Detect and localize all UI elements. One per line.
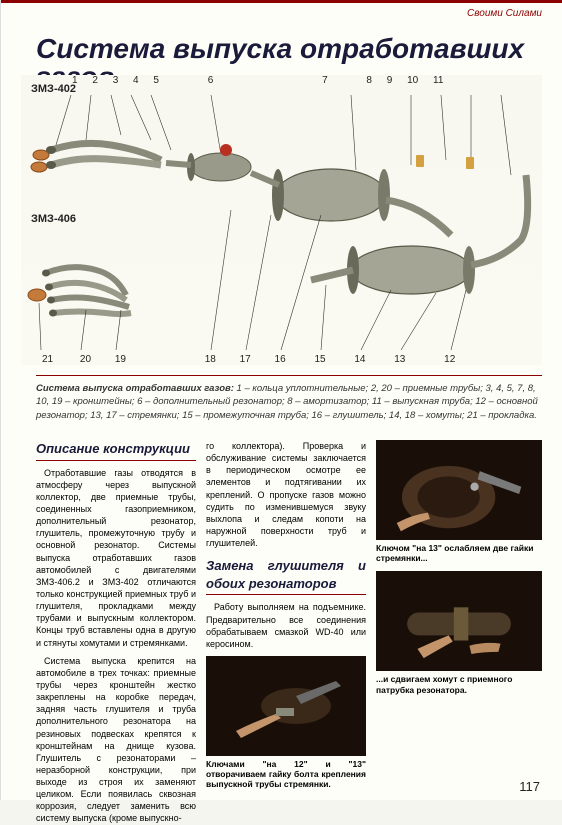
callout-16: 16 <box>275 354 286 365</box>
photo-1: 1 <box>206 656 366 756</box>
top-rule <box>1 0 562 3</box>
desc-para-2: Система выпуска крепится на автомобиле в… <box>36 655 196 825</box>
legend-title: Система выпуска отработавших газов: <box>36 383 234 394</box>
magazine-name: Своими Силами <box>467 8 542 19</box>
callout-12: 12 <box>444 354 455 365</box>
photo-3: 3 <box>376 571 542 671</box>
callout-bottom-row: 21 20 19 18 17 16 15 14 13 12 <box>36 354 461 365</box>
photo-2-caption: Ключом "на 13" ослабляем две гайки стрем… <box>376 543 542 563</box>
callout-4: 4 <box>133 75 139 86</box>
callout-15: 15 <box>314 354 325 365</box>
heading-description: Описание конструкции <box>36 440 196 461</box>
callout-7: 7 <box>322 75 328 86</box>
column-3: 2 Ключом "на 13" ослабляем две гайки стр… <box>376 440 542 775</box>
diagram-legend: Система выпуска отработавших газов: 1 – … <box>36 375 542 422</box>
heading-replacement: Замена глушителя и обоих резонаторов <box>206 557 366 595</box>
callout-18: 18 <box>205 354 216 365</box>
column-2: го коллектора). Проверка и обслуживание … <box>206 440 366 775</box>
exhaust-illustration <box>21 95 541 355</box>
callout-9: 9 <box>387 75 393 86</box>
photo-2: 2 <box>376 440 542 540</box>
callout-20: 20 <box>80 354 91 365</box>
exhaust-diagram: ЗМЗ-402 ЗМЗ-406 1 2 3 4 5 6 7 8 9 10 11 <box>21 75 542 365</box>
replacement-intro: Работу выполняем на подъемнике. Предвари… <box>206 601 366 650</box>
photo-3-illustration <box>376 571 542 671</box>
callout-11: 11 <box>433 75 443 86</box>
callout-10: 10 <box>407 75 418 86</box>
callout-6: 6 <box>208 75 214 86</box>
photo-1-illustration <box>206 656 366 756</box>
page-number: 117 <box>519 779 540 794</box>
photo-3-caption: ...и сдвигаем хомут с приемного патрубка… <box>376 674 542 694</box>
col2-continuation: го коллектора). Проверка и обслуживание … <box>206 440 366 549</box>
photo-2-illustration <box>376 440 542 540</box>
callout-3: 3 <box>113 75 119 86</box>
callout-2: 2 <box>92 75 98 86</box>
photo-1-caption: Ключами "на 12" и "13" отворачиваем гайк… <box>206 759 366 790</box>
callout-13: 13 <box>394 354 405 365</box>
page: Своими Силами Система выпуска отработавш… <box>0 0 562 800</box>
callout-8: 8 <box>366 75 372 86</box>
callout-19: 19 <box>115 354 126 365</box>
callout-1: 1 <box>72 75 78 86</box>
callout-14: 14 <box>354 354 365 365</box>
desc-para-1: Отработавшие газы отводятся в атмосферу … <box>36 467 196 649</box>
callout-top-row: 1 2 3 4 5 6 7 8 9 10 11 <box>66 75 449 86</box>
column-1: Описание конструкции Отработавшие газы о… <box>36 440 196 775</box>
callout-5: 5 <box>153 75 159 86</box>
callout-21: 21 <box>42 354 53 365</box>
body-columns: Описание конструкции Отработавшие газы о… <box>36 440 542 775</box>
callout-17: 17 <box>240 354 251 365</box>
